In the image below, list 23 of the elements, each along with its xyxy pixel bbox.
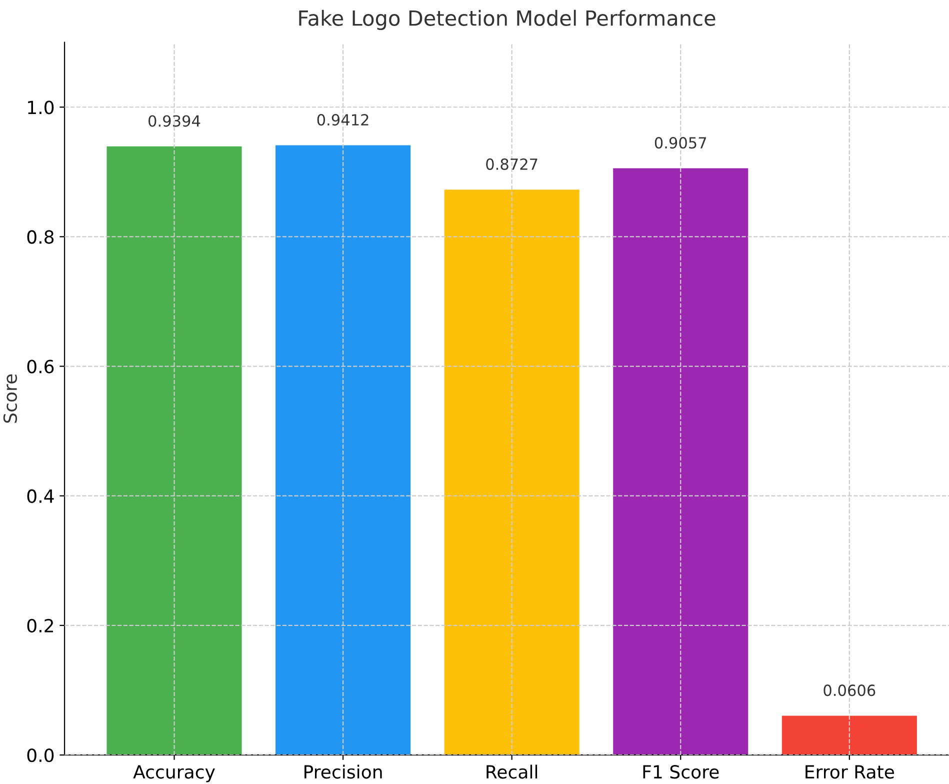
y-tick-label: 0.6 <box>27 360 54 374</box>
bar <box>106 146 242 755</box>
bar <box>444 190 580 755</box>
bar <box>613 168 748 755</box>
bar <box>276 145 411 755</box>
x-tick-label: Error Rate <box>806 765 894 779</box>
y-tick-label: 1.0 <box>28 100 54 114</box>
y-tick-label: 0.0 <box>27 748 54 762</box>
x-tick-label: Precision <box>304 764 382 779</box>
y-tick-label: 0.2 <box>27 618 53 633</box>
bar <box>782 716 917 755</box>
data-label: 0.9394 <box>148 115 200 127</box>
data-label: 0.9412 <box>317 114 368 126</box>
y-tick-label: 0.8 <box>27 230 54 244</box>
x-tick-label: Recall <box>486 764 538 779</box>
data-label: 0.8727 <box>486 158 538 170</box>
data-label: 0.9057 <box>654 137 706 149</box>
chart-title: Fake Logo Detection Model Performance <box>299 10 716 30</box>
x-tick-label: Accuracy <box>133 765 215 782</box>
data-label: 0.0606 <box>824 684 876 696</box>
y-axis-title: Score <box>3 374 18 423</box>
y-tick-label: 0.4 <box>27 489 54 503</box>
x-tick-label: F1 Score <box>643 765 719 779</box>
